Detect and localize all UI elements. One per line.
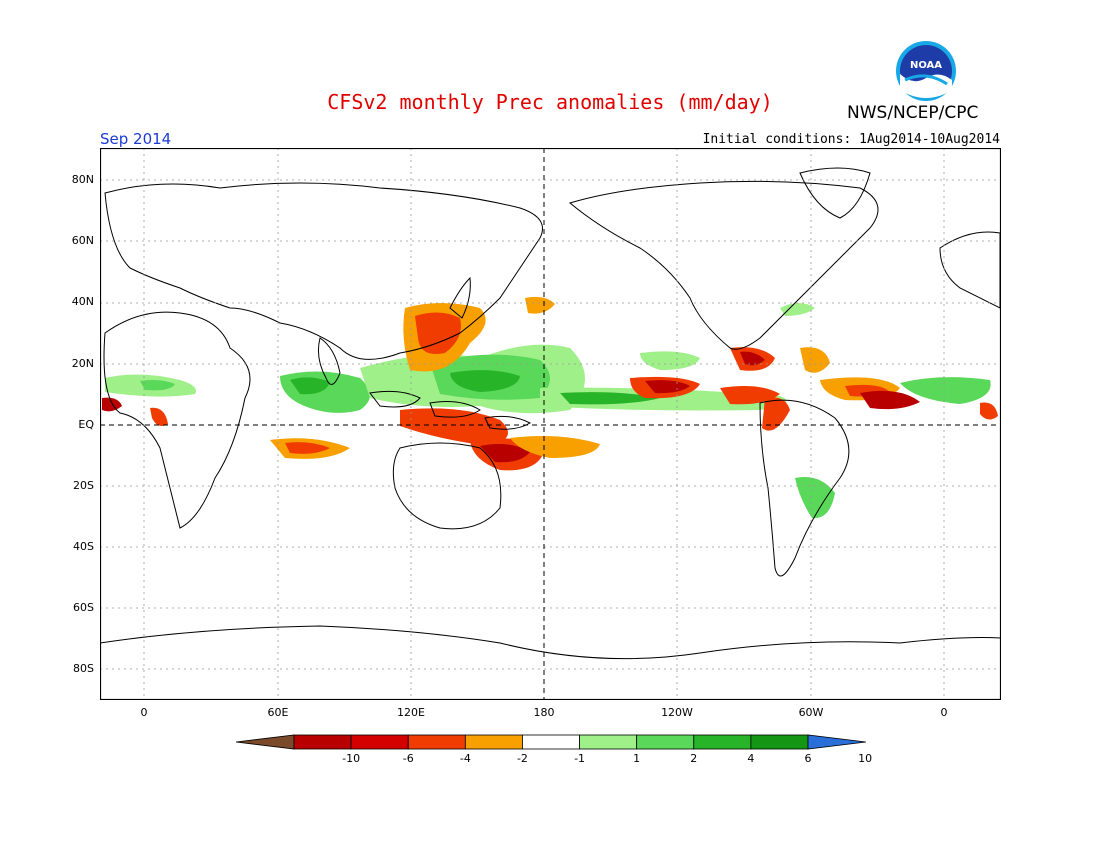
colorbar-arrow-low <box>236 734 295 750</box>
month-label: Sep 2014 <box>100 130 172 148</box>
colorbar-swatch <box>636 734 695 750</box>
colorbar-label: 6 <box>804 752 812 765</box>
colorbar-label: -4 <box>459 752 471 765</box>
lat-label: 20N <box>71 357 94 370</box>
colorbar-swatch <box>693 734 752 750</box>
colorbar-swatch <box>750 734 809 750</box>
lat-label: 80S <box>73 662 94 675</box>
colorbar-swatch <box>522 734 580 750</box>
chart-title: CFSv2 monthly Prec anomalies (mm/day) <box>327 90 773 114</box>
grid <box>100 148 1001 700</box>
colorbar-swatch <box>293 734 352 750</box>
colorbar-label: -6 <box>402 752 414 765</box>
lat-label: EQ <box>78 418 94 431</box>
colorbar-label: 10 <box>858 752 873 765</box>
colorbar-label: -10 <box>342 752 361 765</box>
lon-label: 0 <box>940 706 948 719</box>
colorbar <box>236 734 866 750</box>
lat-label: 60N <box>71 234 94 247</box>
coastlines <box>100 167 1001 660</box>
org-label: NWS/NCEP/CPC <box>847 103 979 123</box>
lon-label: 0 <box>140 706 148 719</box>
lon-label: 180 <box>533 706 555 719</box>
colorbar-label: -1 <box>574 752 586 765</box>
map-frame <box>100 148 1001 700</box>
initial-conditions-label: Initial conditions: 1Aug2014-10Aug2014 <box>702 132 1000 147</box>
reference-lines <box>100 148 1001 700</box>
lon-label: 120E <box>397 706 425 719</box>
noaa-logo: NOAA <box>895 40 957 102</box>
colorbar-label: 4 <box>747 752 755 765</box>
lat-label: 60S <box>73 601 94 614</box>
svg-text:NOAA: NOAA <box>910 60 942 71</box>
lat-label: 40S <box>73 540 94 553</box>
lat-label: 20S <box>73 479 94 492</box>
lon-label: 120W <box>661 706 693 719</box>
lat-label: 80N <box>71 173 94 186</box>
colorbar-arrow-high <box>807 734 866 750</box>
colorbar-label: 1 <box>633 752 641 765</box>
colorbar-swatch <box>407 734 466 750</box>
lat-label: 40N <box>71 295 94 308</box>
lon-label: 60W <box>798 706 824 719</box>
colorbar-label: 2 <box>690 752 698 765</box>
lon-label: 60E <box>267 706 289 719</box>
colorbar-swatch <box>350 734 409 750</box>
colorbar-swatch <box>579 734 638 750</box>
anomaly-fields <box>102 296 998 519</box>
colorbar-swatch <box>464 734 523 750</box>
colorbar-label: -2 <box>516 752 528 765</box>
anomaly-map <box>100 148 1001 700</box>
